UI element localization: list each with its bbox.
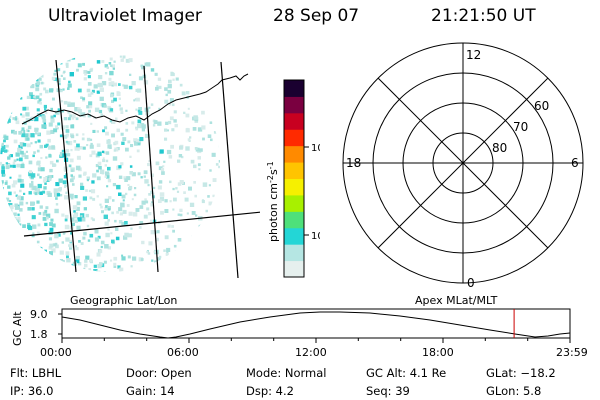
info-gc-alt: GC Alt: 4.1 Re: [366, 366, 447, 380]
mlat-label-60: 60: [534, 99, 549, 113]
colorbar-cell: [284, 162, 304, 179]
colorbar-tick-100: 100: [311, 143, 320, 154]
mlt-label-0: 0: [467, 276, 475, 290]
colorbar-cell: [284, 145, 304, 163]
timeline-x-tick-0000: 00:00: [40, 346, 72, 359]
apex-label: Apex MLat/MLT: [415, 294, 498, 307]
polar-mlat-mlt-grid: 12 18 6 0 60 70 80: [342, 42, 584, 290]
timeline-x-tick-1200: 12:00: [295, 346, 327, 359]
colorbar-cell: [284, 96, 304, 114]
latlon-grid: [23, 59, 260, 279]
image-title: Ultraviolet Imager: [48, 6, 202, 26]
colorbar-cell: [284, 80, 304, 97]
colorbar-cell: [284, 194, 304, 212]
colorbar-cell: [284, 178, 304, 196]
info-mode: Mode: Normal: [246, 366, 327, 380]
timeline-y-tick-9: 9.0: [30, 308, 48, 321]
timeline-y-tick-1-8: 1.8: [30, 328, 48, 341]
info-ip: IP: 36.0: [10, 384, 54, 398]
colorbar-label: photon cm-2s-1: [266, 161, 280, 242]
info-seq: Seq: 39: [366, 384, 410, 398]
colorbar-cell: [284, 211, 304, 229]
geographic-label: Geographic Lat/Lon: [70, 294, 178, 307]
timeline-x-tick-0600: 06:00: [167, 346, 199, 359]
info-gain: Gain: 14: [126, 384, 175, 398]
colorbar-cell: [284, 244, 304, 262]
info-door: Door: Open: [126, 366, 192, 380]
info-glat: GLat: −18.2: [486, 366, 556, 380]
image-date: 28 Sep 07: [273, 6, 360, 26]
colorbar-cell: [284, 227, 304, 245]
coastline: [21, 73, 249, 125]
image-time: 21:21:50 UT: [431, 6, 536, 26]
altitude-curve: [61, 311, 571, 339]
mlat-label-70: 70: [513, 120, 528, 134]
colorbar-cell: [284, 260, 304, 278]
info-dsp: Dsp: 4.2: [246, 384, 294, 398]
mlat-label-80: 80: [492, 141, 507, 155]
colorbar-tick-10: 10: [311, 231, 320, 242]
colorbar-cell: [284, 112, 304, 130]
colorbar: 100 10 photon cm-2s-1: [266, 79, 320, 278]
info-glon: GLon: 5.8: [486, 384, 542, 398]
mlt-label-6: 6: [571, 156, 579, 170]
altitude-timeline: GC Alt 9.0 1.8 00:00 06:00 12:00 18:00 2…: [11, 308, 588, 359]
geographic-uv-image: [0, 52, 260, 279]
timeline-x-tick-2359: 23:59: [556, 346, 588, 359]
timeline-y-label: GC Alt: [11, 311, 24, 346]
colorbar-cell: [284, 129, 304, 147]
mlt-label-18: 18: [346, 156, 361, 170]
mlt-label-12: 12: [466, 48, 481, 62]
timeline-x-tick-1800: 18:00: [422, 346, 454, 359]
info-filter: Flt: LBHL: [10, 366, 62, 380]
